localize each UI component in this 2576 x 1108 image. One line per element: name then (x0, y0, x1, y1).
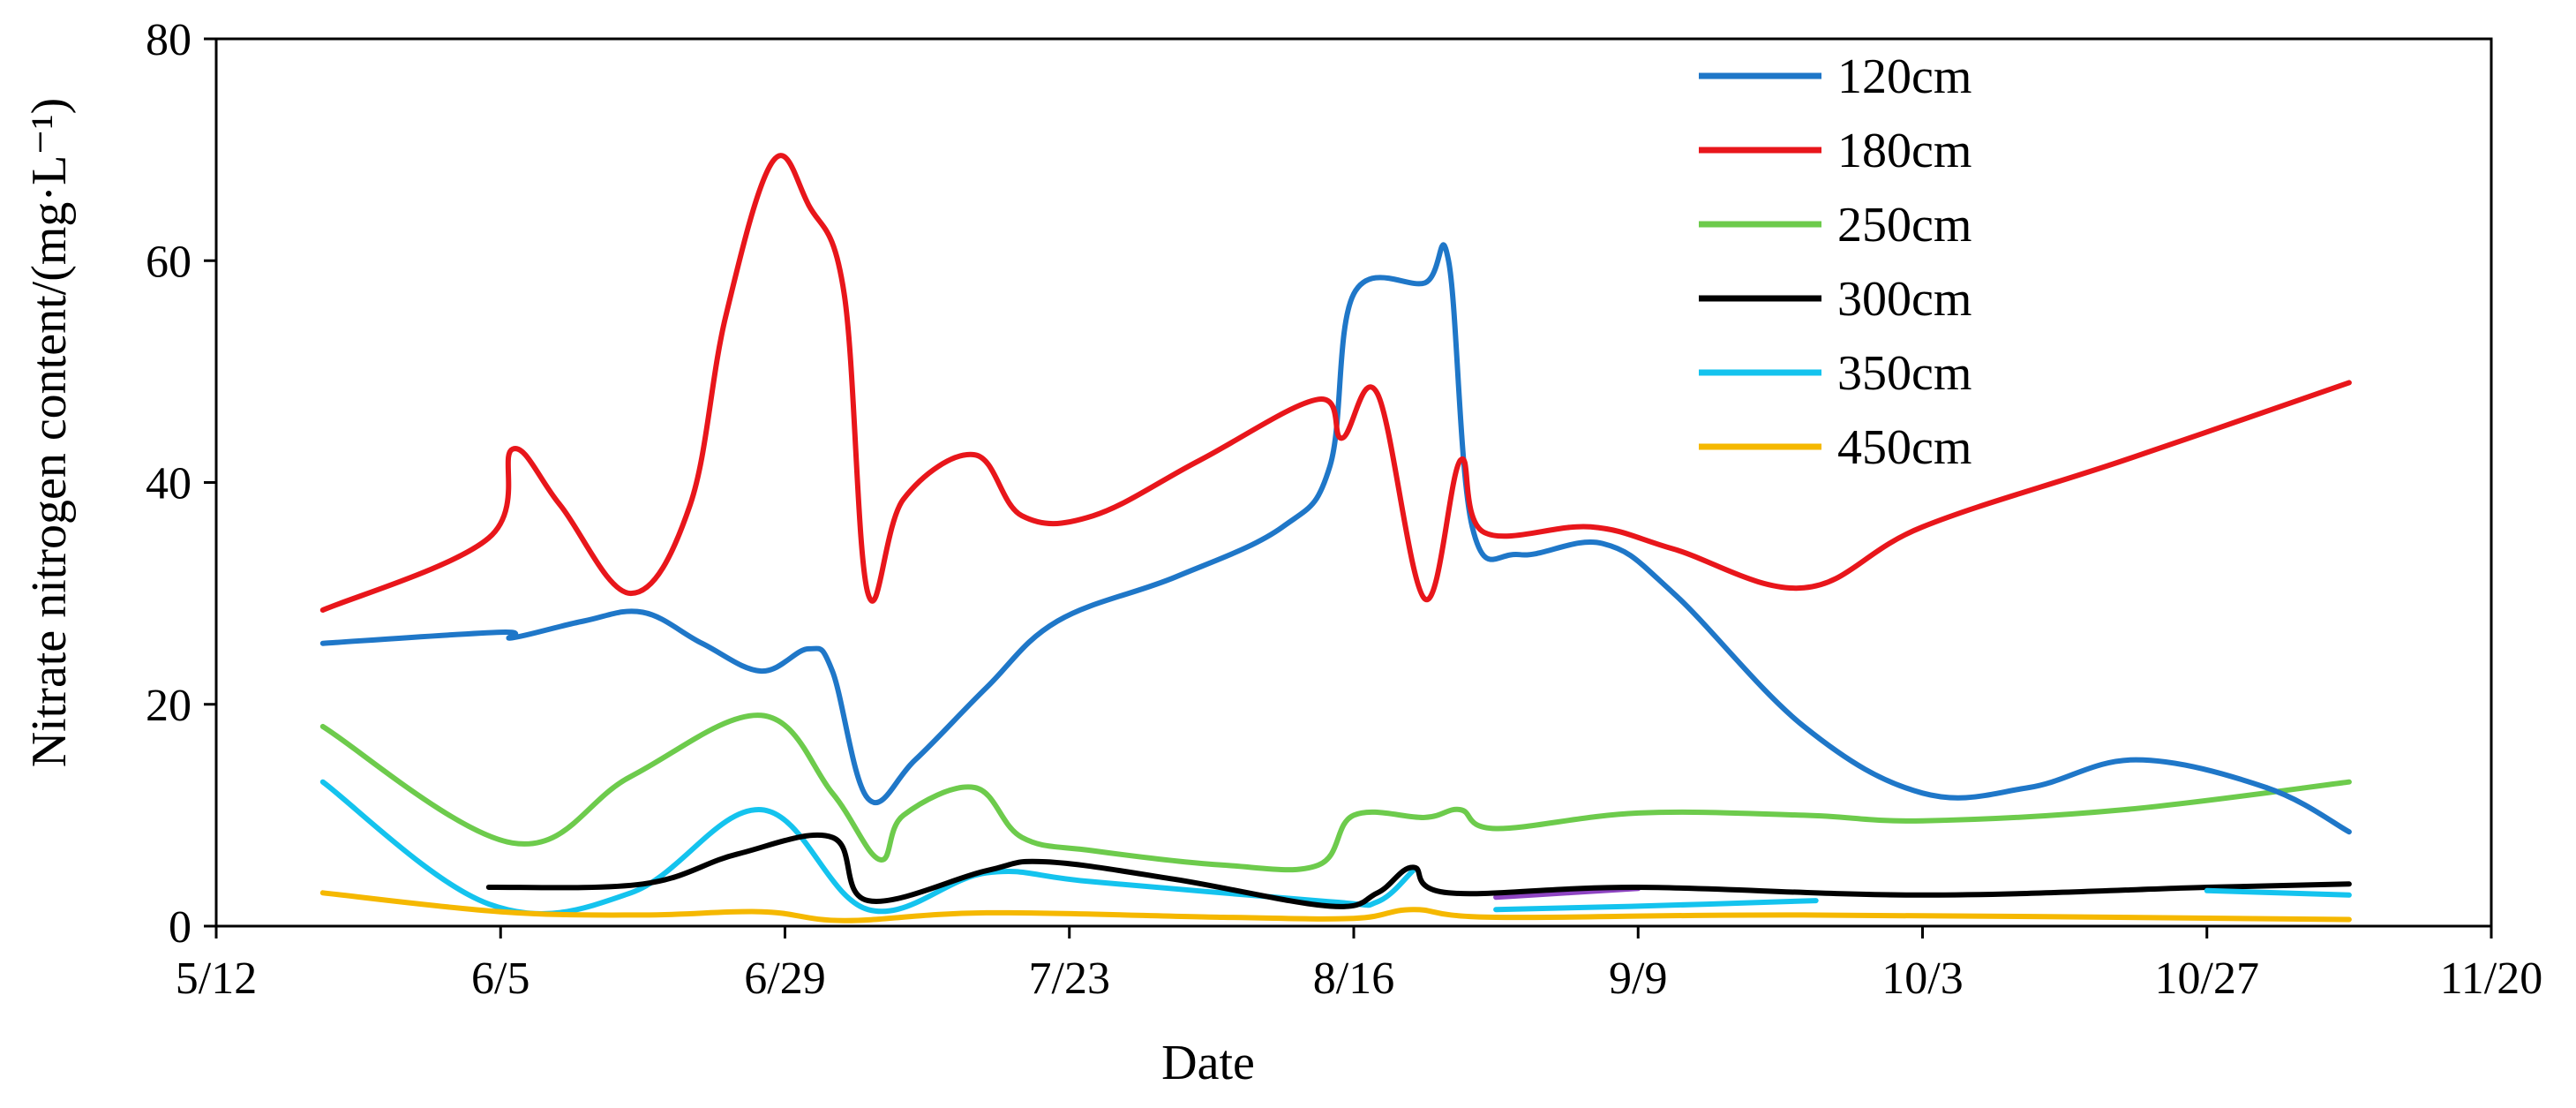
legend-label-250cm: 250cm (1837, 198, 1971, 253)
x-tick-label: 6/5 (471, 953, 529, 1004)
legend-label-350cm: 350cm (1837, 346, 1971, 401)
series-line-300cm (485, 832, 2352, 909)
legend-label-180cm: 180cm (1837, 124, 1971, 178)
y-tick-label: 0 (169, 902, 192, 953)
y-axis-title: Nitrate nitrogen content/(mg·L⁻¹) (22, 98, 77, 768)
series-line-450cm (319, 890, 2352, 923)
series-line-250cm (319, 712, 2352, 873)
x-tick-label: 7/23 (1029, 953, 1110, 1004)
x-tick-label: 10/3 (1881, 953, 1963, 1004)
series-layer (319, 153, 2352, 923)
series-line-180cm (319, 153, 2352, 613)
legend: 120cm 180cm 250cm 300cm 350cm 450cm (1699, 49, 1971, 475)
y-tick-label: 80 (146, 15, 192, 65)
x-tick-label: 9/9 (1609, 953, 1667, 1004)
y-axis: 0 20 40 60 80 (146, 15, 216, 953)
series-line-120cm (319, 242, 2352, 835)
x-tick-label: 5/12 (176, 953, 257, 1004)
series-line-350cm-end (2204, 887, 2352, 898)
x-axis-title: Date (1161, 1036, 1255, 1090)
legend-label-300cm: 300cm (1837, 272, 1971, 327)
series-line-350cm-cont (1493, 898, 1819, 913)
x-tick-label: 6/29 (744, 953, 825, 1004)
legend-label-450cm: 450cm (1837, 420, 1971, 475)
plot-area-frame (214, 37, 2493, 928)
legend-label-120cm: 120cm (1837, 49, 1971, 104)
y-tick-label: 60 (146, 237, 192, 287)
x-tick-label: 8/16 (1313, 953, 1394, 1004)
y-tick-label: 40 (146, 459, 192, 509)
x-tick-label: 11/20 (2440, 953, 2543, 1004)
x-axis: 5/12 6/5 6/29 7/23 8/16 9/9 10/3 10/27 11/20 (176, 926, 2542, 1004)
y-tick-label: 20 (146, 681, 192, 731)
x-tick-label: 10/27 (2155, 953, 2259, 1004)
